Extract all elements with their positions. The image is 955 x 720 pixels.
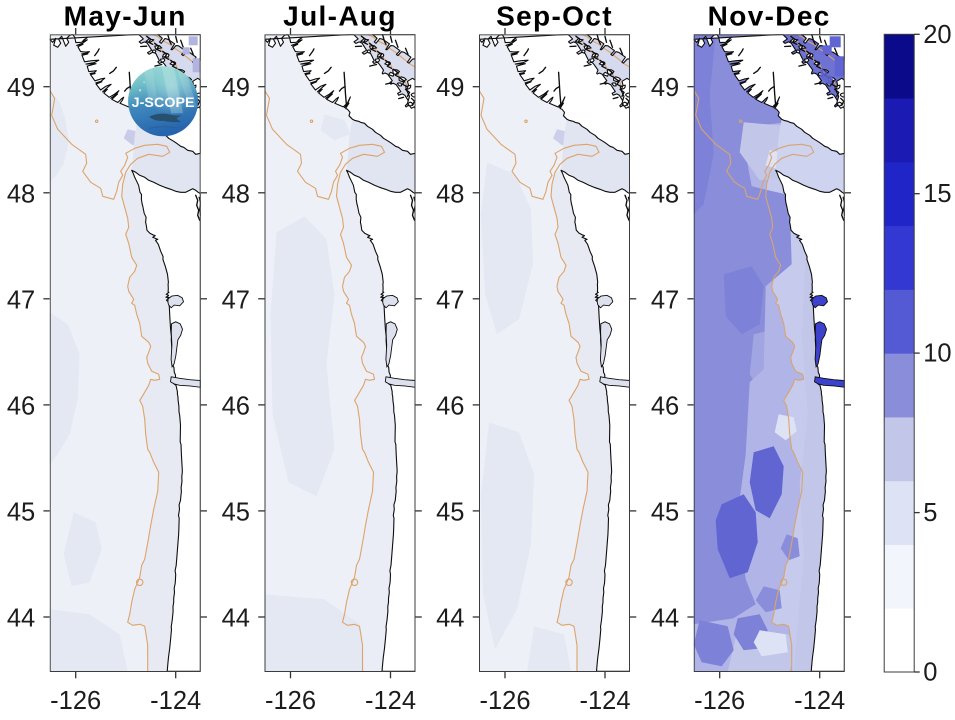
- svg-text:49: 49: [651, 74, 679, 102]
- svg-text:15: 15: [923, 180, 951, 208]
- svg-text:-124: -124: [365, 687, 416, 715]
- svg-text:-126: -126: [265, 687, 316, 715]
- svg-text:46: 46: [222, 392, 250, 420]
- svg-text:48: 48: [436, 180, 464, 208]
- svg-text:5: 5: [923, 499, 937, 527]
- svg-text:47: 47: [222, 286, 250, 314]
- svg-text:46: 46: [436, 392, 464, 420]
- svg-text:44: 44: [436, 605, 464, 633]
- svg-text:47: 47: [651, 286, 679, 314]
- svg-text:45: 45: [436, 498, 464, 526]
- svg-text:May-Jun: May-Jun: [64, 1, 187, 32]
- svg-text:44: 44: [222, 605, 250, 633]
- svg-text:45: 45: [651, 498, 679, 526]
- svg-text:44: 44: [651, 605, 679, 633]
- svg-text:47: 47: [436, 286, 464, 314]
- svg-text:48: 48: [651, 180, 679, 208]
- svg-text:44: 44: [7, 605, 35, 633]
- svg-text:48: 48: [7, 180, 35, 208]
- svg-text:10: 10: [923, 340, 951, 368]
- svg-text:49: 49: [222, 74, 250, 102]
- svg-text:45: 45: [7, 498, 35, 526]
- svg-text:J-SCOPE: J-SCOPE: [132, 95, 195, 111]
- svg-text:Nov-Dec: Nov-Dec: [708, 1, 831, 32]
- svg-text:-126: -126: [479, 687, 530, 715]
- svg-text:-126: -126: [694, 687, 745, 715]
- svg-text:Jul-Aug: Jul-Aug: [283, 1, 397, 32]
- svg-text:-124: -124: [150, 687, 201, 715]
- svg-text:49: 49: [7, 74, 35, 102]
- svg-text:-124: -124: [794, 687, 845, 715]
- svg-text:49: 49: [436, 74, 464, 102]
- svg-text:Sep-Oct: Sep-Oct: [496, 1, 613, 32]
- svg-text:46: 46: [7, 392, 35, 420]
- svg-text:-124: -124: [579, 687, 630, 715]
- svg-text:0: 0: [923, 659, 937, 687]
- svg-text:48: 48: [222, 180, 250, 208]
- svg-text:-126: -126: [50, 687, 101, 715]
- svg-text:47: 47: [7, 286, 35, 314]
- svg-text:46: 46: [651, 392, 679, 420]
- svg-text:45: 45: [222, 498, 250, 526]
- svg-text:20: 20: [923, 21, 951, 49]
